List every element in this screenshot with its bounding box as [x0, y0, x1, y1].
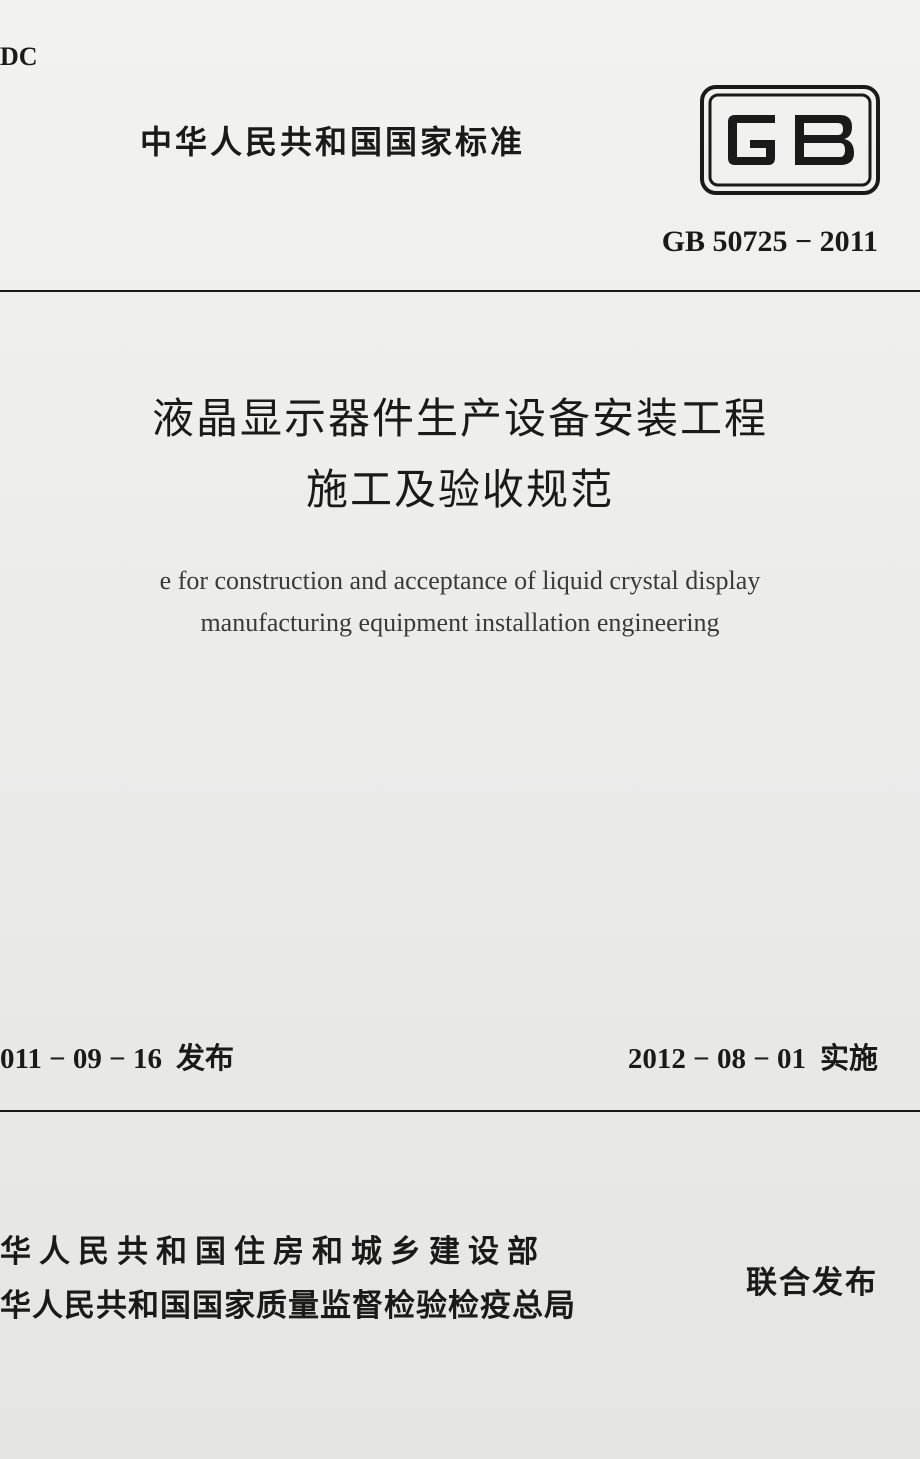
date-row: 011 − 09 − 16 发布 2012 − 08 − 01 实施 [0, 1035, 920, 1077]
implement-date-value: 2012 − 08 − 01 [628, 1043, 806, 1075]
country-standard-label: 中华人民共和国国家标准 [140, 117, 525, 163]
joint-issue-label: 联合发布 [746, 1257, 878, 1302]
main-title-english: e for construction and acceptance of liq… [0, 560, 920, 643]
publish-label: 发布 [176, 1043, 234, 1075]
main-title-chinese: 液晶显示器件生产设备安装工程 施工及验收规范 [0, 385, 920, 528]
bottom-rule [0, 1110, 920, 1112]
implement-date: 2012 − 08 − 01 实施 [628, 1035, 878, 1077]
title-cn-line2: 施工及验收规范 [0, 456, 920, 527]
standard-number: GB 50725 − 2011 [662, 225, 878, 259]
title-en-line2: manufacturing equipment installation eng… [0, 602, 920, 644]
issuer-block: 华人民共和国住房和城乡建设部 华人民共和国国家质量监督检验检疫总局 联合发布 [0, 1225, 920, 1334]
header-row: 中华人民共和国国家标准 [0, 85, 920, 195]
title-en-line1: e for construction and acceptance of liq… [0, 560, 920, 602]
publish-date-value: 011 − 09 − 16 [0, 1043, 162, 1075]
issuer-names: 华人民共和国住房和城乡建设部 华人民共和国国家质量监督检验检疫总局 [0, 1225, 576, 1334]
gb-logo-icon [700, 85, 880, 195]
udc-label: DC [0, 42, 38, 72]
issuer-line2: 华人民共和国国家质量监督检验检疫总局 [0, 1279, 576, 1333]
implement-label: 实施 [820, 1043, 878, 1075]
top-rule [0, 290, 920, 292]
issuer-line1: 华人民共和国住房和城乡建设部 [0, 1225, 576, 1279]
title-cn-line1: 液晶显示器件生产设备安装工程 [0, 385, 920, 456]
document-page: DC 中华人民共和国国家标准 GB 50725 − 2011 液晶显示器件生产设… [0, 0, 920, 1459]
publish-date: 011 − 09 − 16 发布 [0, 1035, 234, 1077]
